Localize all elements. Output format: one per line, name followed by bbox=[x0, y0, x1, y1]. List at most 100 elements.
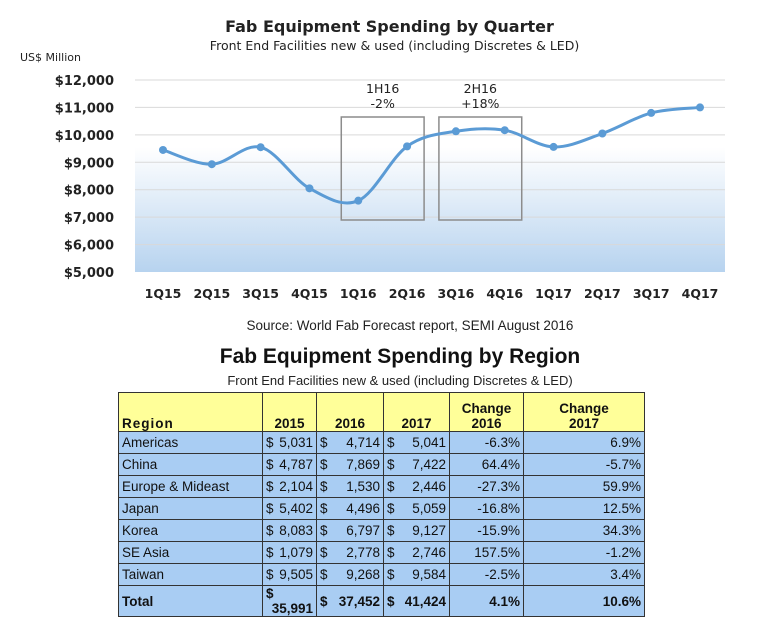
x-tick-label: 3Q17 bbox=[633, 286, 670, 301]
header-cell: 2016 bbox=[316, 392, 384, 432]
value-cell: $41,424 bbox=[383, 585, 450, 617]
change-cell: 64.4% bbox=[449, 453, 524, 476]
change-cell: 3.4% bbox=[523, 563, 645, 586]
x-tick-label: 4Q17 bbox=[682, 286, 719, 301]
value-cell: $6,797 bbox=[316, 519, 384, 542]
value-cell: $37,452 bbox=[316, 585, 384, 617]
table-row: Europe & Mideast $2,104 $1,530 $2,446 -27.3%… bbox=[118, 475, 645, 498]
change-cell: 59.9% bbox=[523, 475, 645, 498]
x-tick-label: 2Q15 bbox=[193, 286, 230, 301]
region-cell: SE Asia bbox=[118, 541, 263, 564]
header-cell: 2017 bbox=[383, 392, 450, 432]
value-cell: $8,083 bbox=[262, 519, 317, 542]
data-point bbox=[207, 160, 216, 169]
value-cell: $2,446 bbox=[383, 475, 450, 498]
plot-area bbox=[135, 80, 725, 272]
y-tick-label: $9,000 bbox=[64, 156, 114, 171]
data-point bbox=[354, 196, 363, 205]
value-cell: $2,104 bbox=[262, 475, 317, 498]
value-cell: $9,268 bbox=[316, 563, 384, 586]
annotation-label: 1H16 bbox=[366, 81, 399, 96]
region-cell: Americas bbox=[118, 431, 263, 454]
data-point bbox=[305, 184, 314, 193]
data-point bbox=[647, 108, 656, 117]
x-tick-label: 1Q17 bbox=[535, 286, 572, 301]
change-cell: 157.5% bbox=[449, 541, 524, 564]
annotation-value: -2% bbox=[371, 96, 395, 111]
y-tick-label: $12,000 bbox=[55, 74, 114, 89]
change-cell: -1.2% bbox=[523, 541, 645, 564]
x-tick-label: 3Q16 bbox=[438, 286, 475, 301]
annotation-label: 2H16 bbox=[464, 81, 497, 96]
value-cell: $2,746 bbox=[383, 541, 450, 564]
annotation-box bbox=[340, 116, 425, 221]
y-tick-label: $5,000 bbox=[64, 266, 114, 281]
change-cell: 4.1% bbox=[449, 585, 524, 617]
header-cell: 2015 bbox=[262, 392, 317, 432]
value-cell: $2,778 bbox=[316, 541, 384, 564]
x-tick-label: 2Q16 bbox=[389, 286, 426, 301]
value-cell: $5,402 bbox=[262, 497, 317, 520]
y-tick-label: $11,000 bbox=[55, 101, 114, 116]
value-cell: $7,422 bbox=[383, 453, 450, 476]
value-cell: $4,787 bbox=[262, 453, 317, 476]
source-note: Source: World Fab Forecast report, SEMI … bbox=[246, 318, 574, 333]
table-subtitle: Front End Facilities new & used (includi… bbox=[227, 373, 573, 388]
table-title: Fab Equipment Spending by Region bbox=[219, 345, 581, 368]
region-cell: China bbox=[118, 453, 263, 476]
value-cell: $5,059 bbox=[383, 497, 450, 520]
value-cell: $7,869 bbox=[316, 453, 384, 476]
x-tick-label: 1Q15 bbox=[145, 286, 182, 301]
region-cell: Europe & Mideast bbox=[118, 475, 263, 498]
change-cell: 10.6% bbox=[523, 585, 645, 617]
data-point bbox=[159, 145, 167, 154]
table-row: Americas $5,031 $4,714 $5,041 -6.3% 6.9% bbox=[118, 431, 645, 454]
region-cell: Korea bbox=[118, 519, 263, 542]
data-point bbox=[549, 142, 558, 151]
region-cell: Total bbox=[118, 585, 263, 617]
value-cell: $1,079 bbox=[262, 541, 317, 564]
change-cell: 12.5% bbox=[523, 497, 645, 520]
value-cell: $9,127 bbox=[383, 519, 450, 542]
x-tick-label: 3Q15 bbox=[242, 286, 279, 301]
change-cell: 6.9% bbox=[523, 431, 645, 454]
region-table: Region 2015 2016 2017 Change 2016 Change 2017 A… bbox=[118, 392, 645, 617]
data-point bbox=[500, 126, 509, 135]
header-cell: Region bbox=[118, 392, 263, 432]
region-cell: Taiwan bbox=[118, 563, 263, 586]
chart-title: Fab Equipment Spending by Quarter bbox=[225, 17, 554, 36]
value-cell: $9,505 bbox=[262, 563, 317, 586]
value-cell: $5,041 bbox=[383, 431, 450, 454]
y-tick-label: $6,000 bbox=[64, 239, 114, 254]
change-cell: -6.3% bbox=[449, 431, 524, 454]
y-tick-label: $7,000 bbox=[64, 211, 114, 226]
value-cell: $1,530 bbox=[316, 475, 384, 498]
header-cell: Change 2016 bbox=[449, 392, 524, 432]
x-tick-label: 4Q16 bbox=[486, 286, 523, 301]
value-cell: $35,991 bbox=[262, 585, 317, 617]
change-cell: -16.8% bbox=[449, 497, 524, 520]
y-tick-label: $10,000 bbox=[55, 129, 114, 144]
table-row: Korea $8,083 $6,797 $9,127 -15.9% 34.3% bbox=[118, 519, 645, 542]
change-cell: -15.9% bbox=[449, 519, 524, 542]
table-row: Japan $5,402 $4,496 $5,059 -16.8% 12.5% bbox=[118, 497, 645, 520]
table-row: China $4,787 $7,869 $7,422 64.4% -5.7% bbox=[118, 453, 645, 476]
data-point bbox=[696, 103, 704, 112]
data-point bbox=[451, 127, 460, 136]
table-row: SE Asia $1,079 $2,778 $2,746 157.5% -1.2% bbox=[118, 541, 645, 564]
x-tick-label: 2Q17 bbox=[584, 286, 621, 301]
change-cell: -27.3% bbox=[449, 475, 524, 498]
y-tick-label: $8,000 bbox=[64, 184, 114, 199]
table-row: Taiwan $9,505 $9,268 $9,584 -2.5% 3.4% bbox=[118, 563, 645, 586]
change-cell: -5.7% bbox=[523, 453, 645, 476]
table-header-row: Region 2015 2016 2017 Change 2016 Change 2017 bbox=[118, 392, 645, 432]
x-tick-label: 4Q15 bbox=[291, 286, 328, 301]
value-cell: $5,031 bbox=[262, 431, 317, 454]
x-tick-label: 1Q16 bbox=[340, 286, 377, 301]
data-point bbox=[598, 129, 607, 138]
y-axis-label: US$ Million bbox=[20, 51, 81, 64]
change-cell: -2.5% bbox=[449, 563, 524, 586]
annotation-value: +18% bbox=[461, 96, 499, 111]
quarterly-chart: $5,000 $6,000 $7,000 $8,000 $9,000 $10,000 $11… bbox=[55, 74, 725, 301]
data-point bbox=[256, 143, 265, 152]
